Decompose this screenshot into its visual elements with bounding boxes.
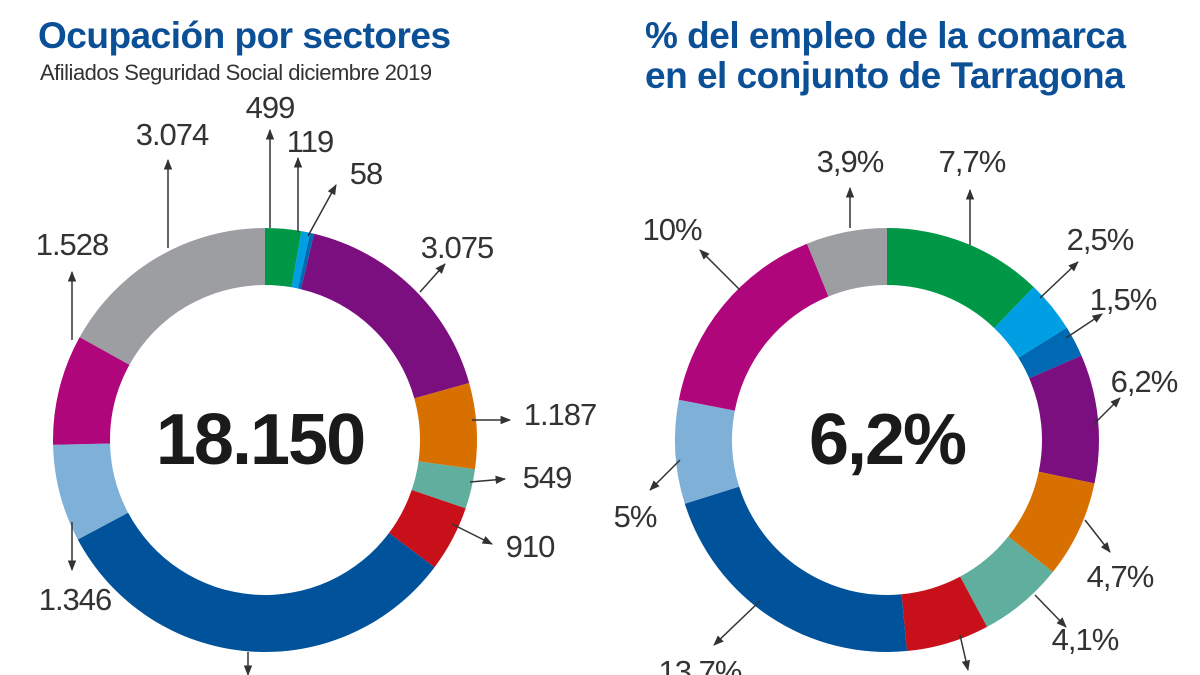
donut-slice — [388, 490, 466, 568]
data-label: 3,9% — [817, 144, 884, 179]
data-label: 1.187 — [524, 397, 597, 432]
data-label: 7,7% — [939, 144, 1006, 179]
donut-slice — [887, 228, 1034, 329]
donut-slice — [1018, 327, 1082, 379]
donut-slice — [1029, 355, 1099, 484]
data-label: 2,5% — [1067, 222, 1134, 257]
leader-arrow — [1084, 519, 1111, 553]
donut-slice — [79, 228, 266, 365]
data-label: 1,5% — [1090, 282, 1157, 317]
donut-slice — [411, 461, 475, 509]
data-label: 4,7% — [1087, 559, 1154, 594]
leader-arrow — [307, 184, 337, 237]
donut-slice — [265, 228, 302, 288]
data-label: 5% — [614, 499, 657, 534]
data-label: 499 — [246, 90, 295, 125]
donut-slice — [53, 337, 130, 445]
donut-slice — [901, 576, 988, 652]
left-center-total: 18.150 — [156, 400, 364, 480]
leader-arrow — [469, 475, 507, 484]
data-label: 3.074 — [136, 117, 209, 152]
data-label: 4,1% — [1052, 622, 1119, 657]
data-label: 13,7% — [659, 654, 742, 675]
leader-arrow — [959, 634, 970, 672]
donut-slice — [684, 486, 907, 652]
data-label: 3.075 — [421, 230, 494, 265]
donut-slice — [53, 443, 129, 540]
donut-slice — [300, 233, 470, 399]
data-label: 549 — [523, 460, 572, 495]
donut-slice — [678, 243, 829, 411]
donut-slice — [994, 286, 1067, 358]
left-chart-subtitle: Afiliados Seguridad Social diciembre 201… — [40, 60, 432, 85]
leader-arrow — [419, 263, 446, 293]
donut-slice — [297, 232, 315, 290]
leader-arrow — [649, 459, 681, 491]
data-label: 10% — [642, 212, 701, 247]
donut-slice — [806, 228, 887, 297]
donut-slice — [1008, 471, 1095, 573]
leader-arrow — [1092, 397, 1121, 426]
leader-arrow — [1065, 313, 1103, 339]
leader-arrow — [713, 600, 761, 646]
donut-slice — [77, 512, 435, 652]
data-label: 1.528 — [36, 227, 109, 262]
donut-slice — [291, 231, 311, 289]
donut-slice — [414, 382, 478, 470]
data-label: 119 — [287, 124, 333, 159]
leader-arrow — [699, 249, 741, 291]
left-chart-title: Ocupación por sectores — [38, 15, 451, 56]
data-label: 910 — [506, 529, 555, 564]
data-label: 1.346 — [39, 582, 112, 617]
donut-slice — [960, 536, 1053, 627]
leader-arrow — [1039, 261, 1079, 299]
right-center-percentage: 6,2% — [809, 400, 966, 480]
donut-slice — [675, 399, 740, 504]
right-chart-title-line-1: % del empleo de la comarca — [645, 15, 1126, 56]
right-chart-title-line-2: en el conjunto de Tarragona — [645, 55, 1125, 96]
data-label: 58 — [350, 156, 382, 191]
data-label: 6,2% — [1111, 364, 1178, 399]
leader-arrow — [451, 523, 493, 545]
leader-arrow — [1034, 594, 1067, 628]
right-donut: 7,7% 2,5% 1,5% 6,2% 4,7% 4,1% 13,7% 5% 10% 3,9% — [614, 144, 1179, 675]
